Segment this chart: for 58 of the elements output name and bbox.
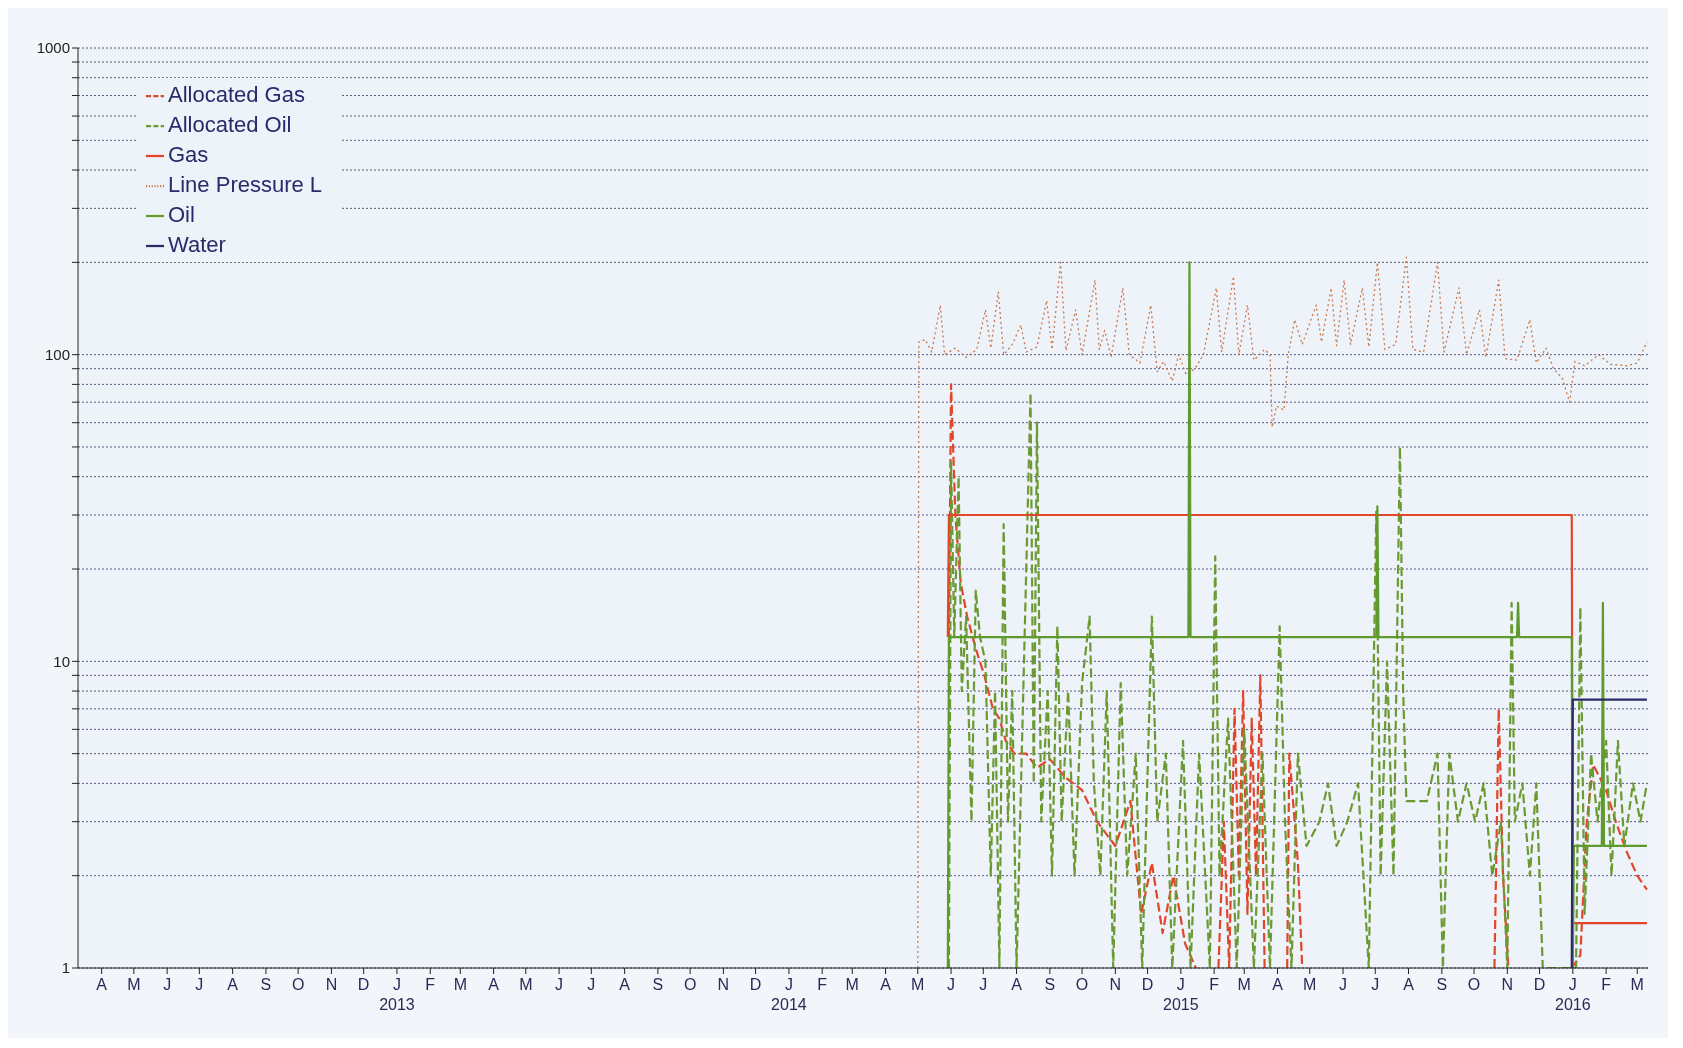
- x-tick-label: J: [195, 976, 204, 993]
- x-tick-label: N: [1109, 976, 1122, 993]
- x-tick-label: O: [1075, 976, 1089, 993]
- x-tick-label: F: [425, 976, 436, 993]
- x-tick-label: D: [1141, 976, 1154, 993]
- y-tick-label: 10: [53, 652, 70, 670]
- x-tick-label: J 2014: [771, 976, 807, 1013]
- x-tick-label: A: [619, 976, 631, 993]
- legend-label: Allocated Gas: [168, 82, 305, 107]
- x-tick-label: F: [1209, 976, 1220, 993]
- legend-label: Oil: [168, 202, 195, 227]
- x-tick-label: D: [1533, 976, 1546, 993]
- x-tick-label: J 2016: [1555, 976, 1591, 1013]
- x-tick-label: A: [488, 976, 500, 993]
- x-tick-label: J: [947, 976, 956, 993]
- x-tick-label: A: [1011, 976, 1023, 993]
- x-tick-label: D: [357, 976, 370, 993]
- x-tick-label: S: [1044, 976, 1056, 993]
- x-tick-label: J: [587, 976, 596, 993]
- x-tick-label: S: [1436, 976, 1448, 993]
- x-tick-label: D: [749, 976, 762, 993]
- x-tick-label: A: [880, 976, 892, 993]
- x-tick-label: M: [911, 976, 925, 993]
- x-tick-label: S: [652, 976, 664, 993]
- x-tick-label: J: [555, 976, 564, 993]
- x-tick-label: M: [1630, 976, 1644, 993]
- x-tick-label: J: [979, 976, 988, 993]
- x-tick-label: N: [325, 976, 338, 993]
- x-tick-label: J 2015: [1163, 976, 1199, 1013]
- x-tick-label: A: [1272, 976, 1284, 993]
- x-tick-label: J: [163, 976, 172, 993]
- x-tick-label: S: [260, 976, 272, 993]
- legend-label: Allocated Oil: [168, 112, 292, 137]
- x-tick-label: F: [1601, 976, 1612, 993]
- y-tick-label: 1000: [36, 39, 70, 57]
- x-tick-label: O: [1467, 976, 1481, 993]
- x-tick-label: M: [1303, 976, 1317, 993]
- y-tick-label: 1: [61, 959, 70, 977]
- x-tick-label: A: [96, 976, 108, 993]
- x-tick-label: J: [1371, 976, 1380, 993]
- x-tick-label: O: [683, 976, 697, 993]
- x-tick-label: J 2013: [379, 976, 415, 1013]
- x-tick-label: N: [717, 976, 730, 993]
- x-tick-label: M: [127, 976, 141, 993]
- legend-label: Water: [168, 232, 226, 257]
- x-tick-label: O: [291, 976, 305, 993]
- x-tick-label: A: [1403, 976, 1415, 993]
- x-tick-label: F: [817, 976, 828, 993]
- x-tick-label: J: [1339, 976, 1348, 993]
- x-tick-label: M: [845, 976, 859, 993]
- x-tick-label: N: [1501, 976, 1514, 993]
- y-tick-label: 100: [44, 345, 70, 363]
- x-tick-label: M: [1237, 976, 1251, 993]
- x-tick-label: A: [227, 976, 239, 993]
- legend-label: Gas: [168, 142, 209, 167]
- x-tick-label: M: [453, 976, 467, 993]
- legend-label: Line Pressure L: [168, 172, 323, 197]
- x-tick-label: M: [519, 976, 533, 993]
